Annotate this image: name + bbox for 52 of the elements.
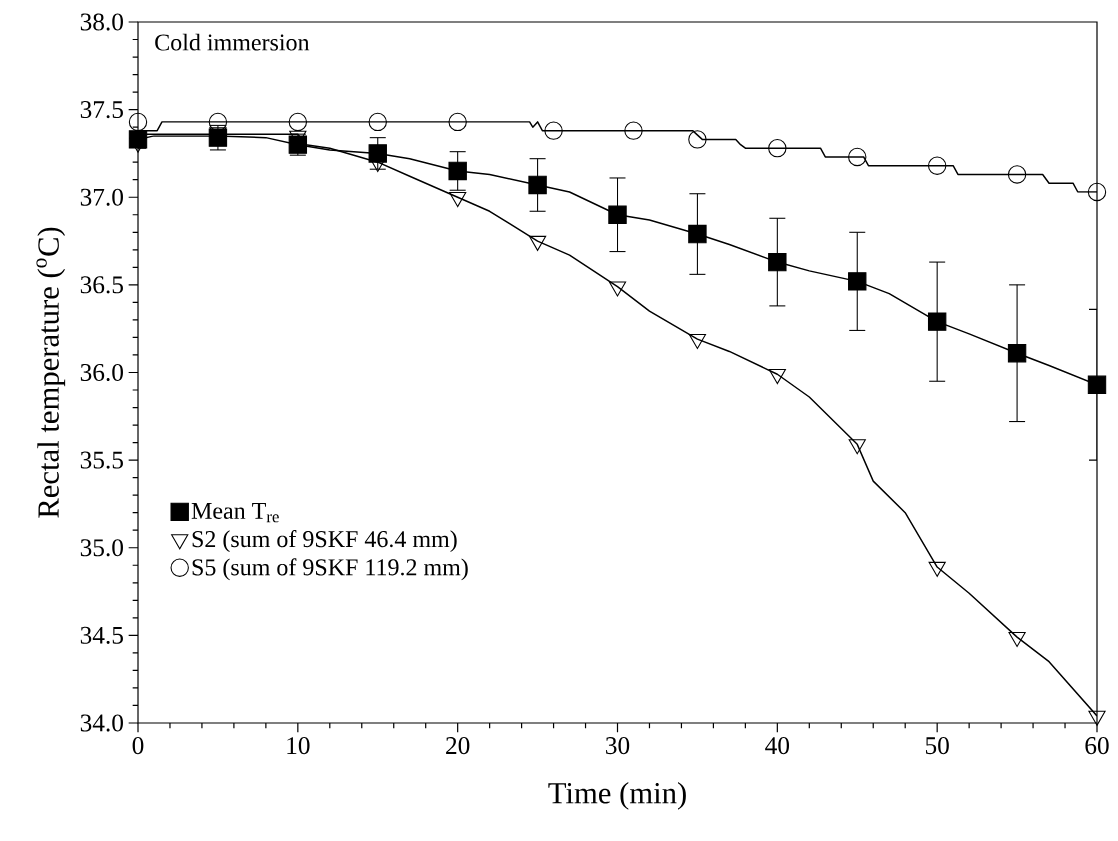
point — [1008, 631, 1026, 647]
x-tick-label: 40 — [765, 737, 790, 755]
point — [528, 175, 547, 195]
point — [288, 112, 308, 132]
point — [927, 312, 947, 331]
y-axis-title: Rectal temperature ($^{o}$C) — [36, 227, 66, 518]
point — [1087, 182, 1107, 202]
point — [448, 112, 467, 132]
point — [688, 130, 707, 149]
point — [608, 205, 627, 224]
x-axis-title: Time (min) — [548, 781, 686, 810]
point — [608, 281, 627, 297]
y-tick-label: 36.0 — [80, 363, 123, 382]
legend-label: Mean T$_{re}$ — [191, 503, 279, 523]
y-tick-label: 34.0 — [80, 714, 123, 732]
y-tick-label: 37.5 — [80, 101, 123, 119]
y-tick-label: 38.0 — [80, 13, 123, 31]
point — [1007, 344, 1027, 363]
y-tick-label: 36.5 — [80, 276, 123, 294]
x-tick-label: 20 — [446, 737, 470, 755]
point — [128, 112, 148, 132]
point — [544, 121, 563, 140]
point — [688, 224, 707, 244]
point — [768, 252, 787, 272]
point — [927, 156, 947, 175]
x-tick-label: 60 — [1085, 737, 1109, 755]
point — [368, 144, 387, 163]
point — [1087, 375, 1107, 394]
point — [928, 561, 946, 577]
point — [768, 369, 786, 385]
point — [848, 272, 867, 291]
point — [448, 161, 467, 181]
y-tick-label: 35.5 — [80, 451, 123, 469]
point — [848, 439, 866, 455]
y-tick-label: 37.0 — [80, 188, 123, 206]
point — [688, 333, 707, 350]
point — [768, 138, 787, 158]
x-tick-label: 0 — [132, 737, 144, 755]
point — [208, 112, 228, 132]
point — [624, 121, 643, 140]
x-tick-label: 30 — [606, 737, 630, 755]
x-tick-label: 50 — [925, 737, 949, 755]
legend-label: S5 (sum of 9SKF 119.2 mm) — [192, 558, 468, 581]
point — [528, 235, 547, 251]
point — [368, 112, 387, 132]
y-tick-label: 35.0 — [80, 539, 123, 557]
x-tick-label: 10 — [287, 737, 310, 755]
annotation: Cold immersion — [155, 33, 310, 51]
y-tick-label: 34.5 — [80, 626, 123, 644]
point — [848, 147, 867, 167]
point — [1007, 165, 1027, 184]
legend-label: S2 (sum of 9SKF 46.4 mm) — [192, 530, 457, 553]
